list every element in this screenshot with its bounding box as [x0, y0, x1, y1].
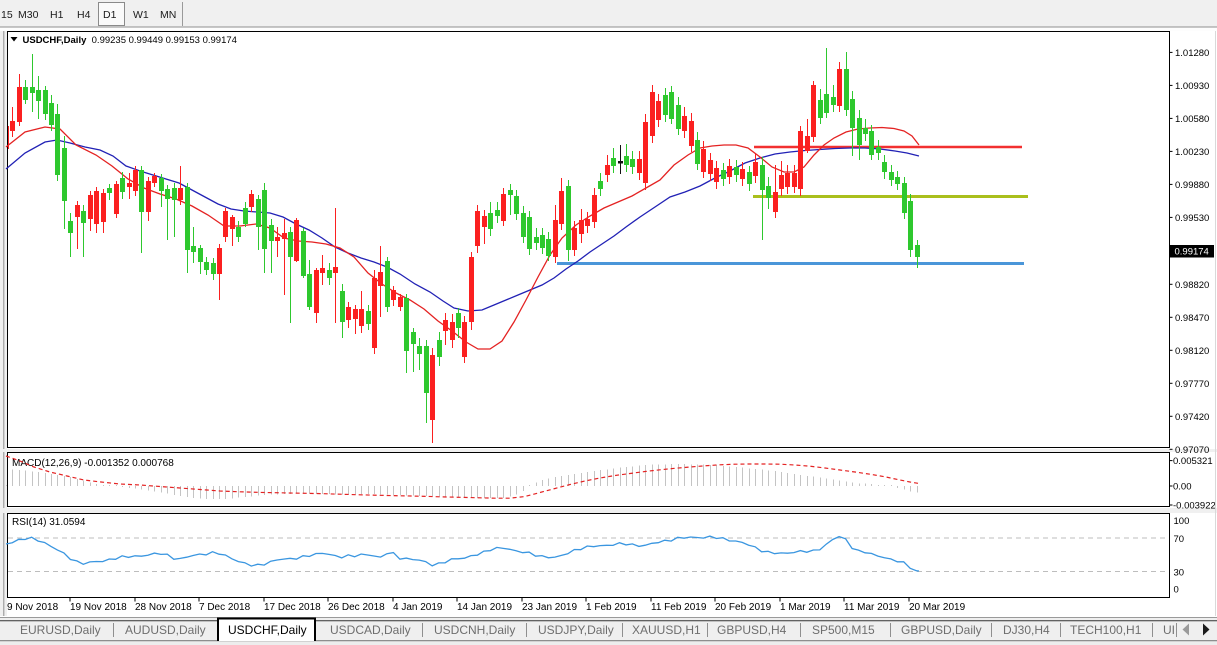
svg-text:DJ30,H4: DJ30,H4 — [1003, 623, 1050, 637]
svg-text:11 Mar 2019: 11 Mar 2019 — [844, 602, 900, 613]
svg-text:0.98820: 0.98820 — [1175, 280, 1209, 291]
svg-text:GBPUSD,H4: GBPUSD,H4 — [717, 623, 787, 637]
svg-text:15: 15 — [1, 9, 13, 21]
svg-text:20 Feb 2019: 20 Feb 2019 — [715, 602, 772, 613]
svg-text:0.98120: 0.98120 — [1175, 346, 1209, 357]
svg-text:20 Mar 2019: 20 Mar 2019 — [909, 602, 966, 613]
svg-text:USDCHF,Daily 0.99235 0.99449: USDCHF,Daily 0.99235 0.99449 0.99153 0.9… — [23, 35, 237, 46]
svg-text:XAUUSD,H1: XAUUSD,H1 — [632, 623, 701, 637]
svg-text:70: 70 — [1174, 534, 1185, 545]
svg-text:M30: M30 — [18, 9, 39, 21]
svg-text:14 Jan 2019: 14 Jan 2019 — [457, 602, 512, 613]
svg-text:USDCNH,Daily: USDCNH,Daily — [434, 623, 515, 637]
svg-text:23 Jan 2019: 23 Jan 2019 — [522, 602, 577, 613]
svg-text:0.00: 0.00 — [1173, 482, 1192, 493]
svg-text:AUDUSD,Daily: AUDUSD,Daily — [125, 623, 206, 637]
svg-text:1.00580: 1.00580 — [1175, 114, 1209, 125]
svg-text:0.99880: 0.99880 — [1175, 180, 1209, 191]
svg-text:26 Dec 2018: 26 Dec 2018 — [328, 602, 385, 613]
svg-text:9 Nov 2018: 9 Nov 2018 — [7, 602, 59, 613]
svg-text:0.005321: 0.005321 — [1173, 456, 1213, 467]
svg-text:W1: W1 — [133, 9, 149, 21]
svg-text:0.99174: 0.99174 — [1175, 247, 1209, 258]
svg-text:1.00930: 1.00930 — [1175, 81, 1209, 92]
svg-text:7 Dec 2018: 7 Dec 2018 — [199, 602, 251, 613]
svg-text:EURUSD,Daily: EURUSD,Daily — [20, 623, 101, 637]
svg-text:1.00230: 1.00230 — [1175, 147, 1209, 158]
svg-text:17 Dec 2018: 17 Dec 2018 — [264, 602, 321, 613]
svg-text:USDJPY,Daily: USDJPY,Daily — [538, 623, 614, 637]
svg-text:USDCHF,Daily: USDCHF,Daily — [228, 623, 307, 637]
svg-text:11 Feb 2019: 11 Feb 2019 — [651, 602, 707, 613]
svg-text:0.97070: 0.97070 — [1175, 445, 1209, 456]
svg-text:0.98470: 0.98470 — [1175, 313, 1209, 324]
svg-text:28 Nov 2018: 28 Nov 2018 — [135, 602, 192, 613]
svg-text:30: 30 — [1174, 567, 1185, 578]
svg-text:1 Mar 2019: 1 Mar 2019 — [780, 602, 831, 613]
svg-text:0: 0 — [1174, 585, 1179, 596]
svg-text:MACD(12,26,9) -0.001352 0.0007: MACD(12,26,9) -0.001352 0.000768 — [12, 458, 174, 469]
svg-text:100: 100 — [1174, 516, 1190, 527]
svg-text:1 Feb 2019: 1 Feb 2019 — [586, 602, 637, 613]
svg-text:GBPUSD,Daily: GBPUSD,Daily — [901, 623, 982, 637]
svg-text:4 Jan 2019: 4 Jan 2019 — [393, 602, 443, 613]
svg-text:0.97420: 0.97420 — [1175, 412, 1209, 423]
svg-text:1.01280: 1.01280 — [1175, 48, 1209, 59]
svg-text:H4: H4 — [77, 9, 91, 21]
svg-text:MN: MN — [160, 9, 176, 21]
svg-text:0.99530: 0.99530 — [1175, 213, 1209, 224]
svg-text:USDCAD,Daily: USDCAD,Daily — [330, 623, 411, 637]
svg-text:D1: D1 — [103, 9, 117, 21]
svg-text:0.97770: 0.97770 — [1175, 379, 1209, 390]
svg-text:H1: H1 — [50, 9, 64, 21]
svg-text:SP500,M15: SP500,M15 — [812, 623, 875, 637]
svg-text:-0.003922: -0.003922 — [1173, 501, 1216, 512]
svg-text:19 Nov 2018: 19 Nov 2018 — [70, 602, 127, 613]
svg-text:RSI(14) 31.0594: RSI(14) 31.0594 — [12, 517, 86, 528]
svg-text:TECH100,H1: TECH100,H1 — [1070, 623, 1142, 637]
svg-text:UI: UI — [1163, 623, 1175, 637]
